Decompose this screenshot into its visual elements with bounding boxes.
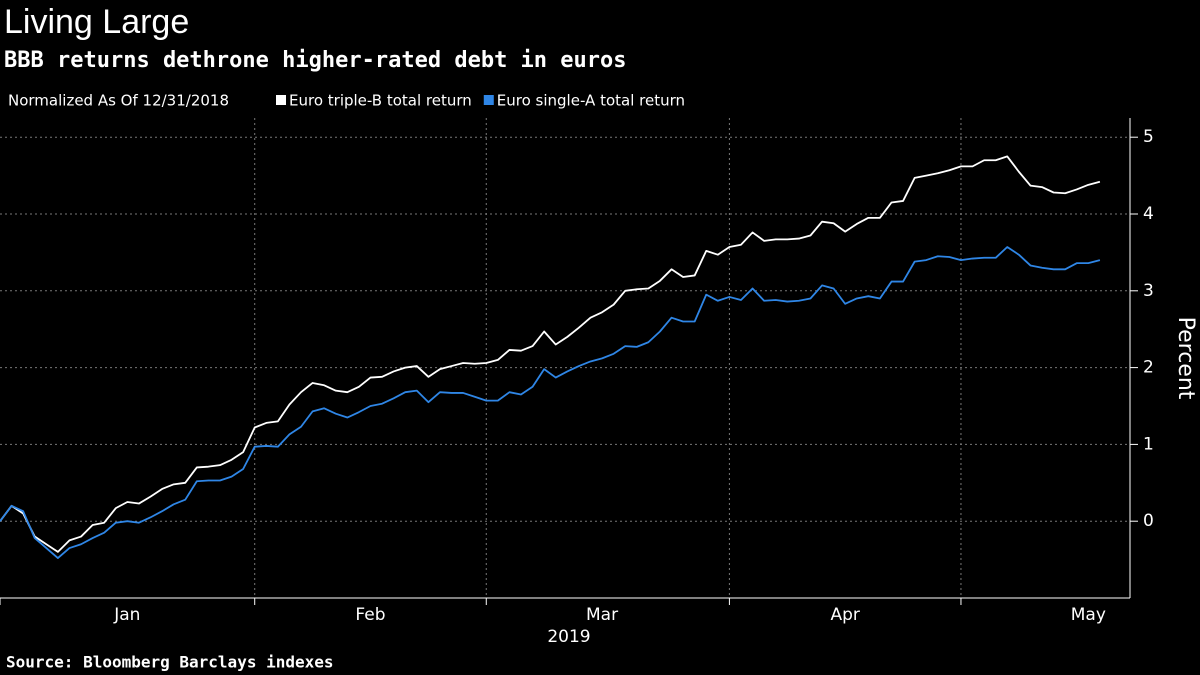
legend-note: Normalized As Of 12/31/2018 — [8, 92, 229, 110]
source: Source: Bloomberg Barclays indexes — [6, 653, 334, 672]
x-tick-label: Feb — [355, 605, 385, 625]
x-tick-label: May — [1071, 605, 1106, 625]
x-tick-label: Jan — [113, 605, 140, 625]
y-tick-label: 3 — [1143, 281, 1154, 301]
y-tick-label: 0 — [1143, 511, 1154, 531]
chart-subtitle: BBB returns dethrone higher-rated debt i… — [4, 48, 627, 73]
y-tick-label: 4 — [1143, 204, 1154, 224]
legend-label: Euro triple-B total return — [289, 92, 472, 110]
x-tick-label: Apr — [830, 605, 859, 625]
x-axis-label: 2019 — [547, 627, 590, 647]
legend-swatch — [483, 95, 494, 105]
series-line — [0, 155, 1101, 553]
x-tick-label: Mar — [586, 605, 618, 625]
legend-swatch — [276, 95, 286, 105]
y-axis-label: Percent — [1173, 317, 1198, 400]
series-line — [0, 246, 1101, 559]
y-tick-label: 5 — [1143, 127, 1154, 147]
y-tick-label: 2 — [1143, 358, 1154, 378]
chart-title: Living Large — [4, 3, 189, 41]
legend-label: Euro single-A total return — [497, 92, 685, 110]
y-tick-label: 1 — [1143, 434, 1154, 454]
